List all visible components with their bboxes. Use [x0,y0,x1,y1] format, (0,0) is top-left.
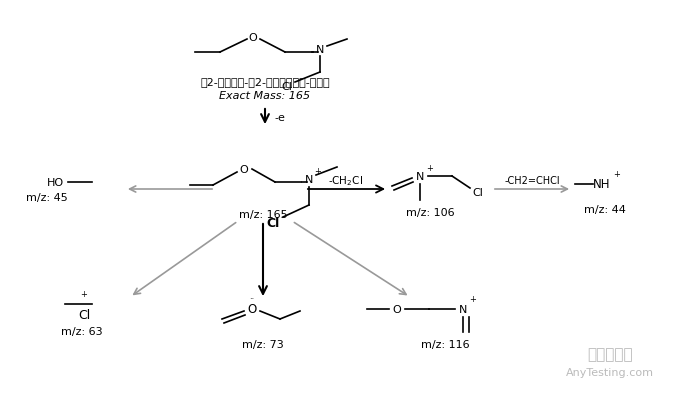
Text: m/z: 44: m/z: 44 [584,205,626,215]
Text: +: + [315,167,322,176]
Text: N: N [415,172,424,181]
Text: O: O [239,164,248,175]
Text: 嘉峪检测网: 嘉峪检测网 [588,347,633,362]
Text: O: O [249,33,257,43]
Text: m/z: 116: m/z: 116 [421,339,469,349]
Text: -e: -e [275,113,286,123]
Text: （2-氯乙基）-（2-乙氧基乙基）-甲基胺: （2-氯乙基）-（2-乙氧基乙基）-甲基胺 [200,77,330,87]
Text: Cl: Cl [473,188,483,198]
Text: m/z: 165: m/z: 165 [239,209,288,220]
Text: N: N [305,175,313,185]
Text: ··: ·· [250,295,254,304]
Text: NH: NH [593,178,611,191]
Text: m/z: 73: m/z: 73 [242,339,284,349]
Text: m/z: 63: m/z: 63 [61,326,103,336]
Text: HO: HO [46,177,63,188]
Text: Cl: Cl [78,309,90,322]
Text: +: + [80,290,88,299]
Text: -CH2=CHCl: -CH2=CHCl [504,175,560,185]
Text: N: N [316,45,324,55]
Text: Cl: Cl [282,82,292,92]
Text: Cl: Cl [267,217,279,230]
Text: Exact Mass: 165: Exact Mass: 165 [220,91,311,101]
Text: N: N [459,304,467,314]
Text: m/z: 106: m/z: 106 [406,207,454,217]
Text: +: + [613,170,620,179]
Text: -CH$_2$Cl: -CH$_2$Cl [328,174,364,188]
Text: O: O [392,304,401,314]
Text: m/z: 45: m/z: 45 [26,192,68,202]
Text: AnyTesting.com: AnyTesting.com [566,367,654,377]
Text: +: + [426,164,433,173]
Text: O: O [248,303,256,316]
Text: +: + [470,295,477,304]
